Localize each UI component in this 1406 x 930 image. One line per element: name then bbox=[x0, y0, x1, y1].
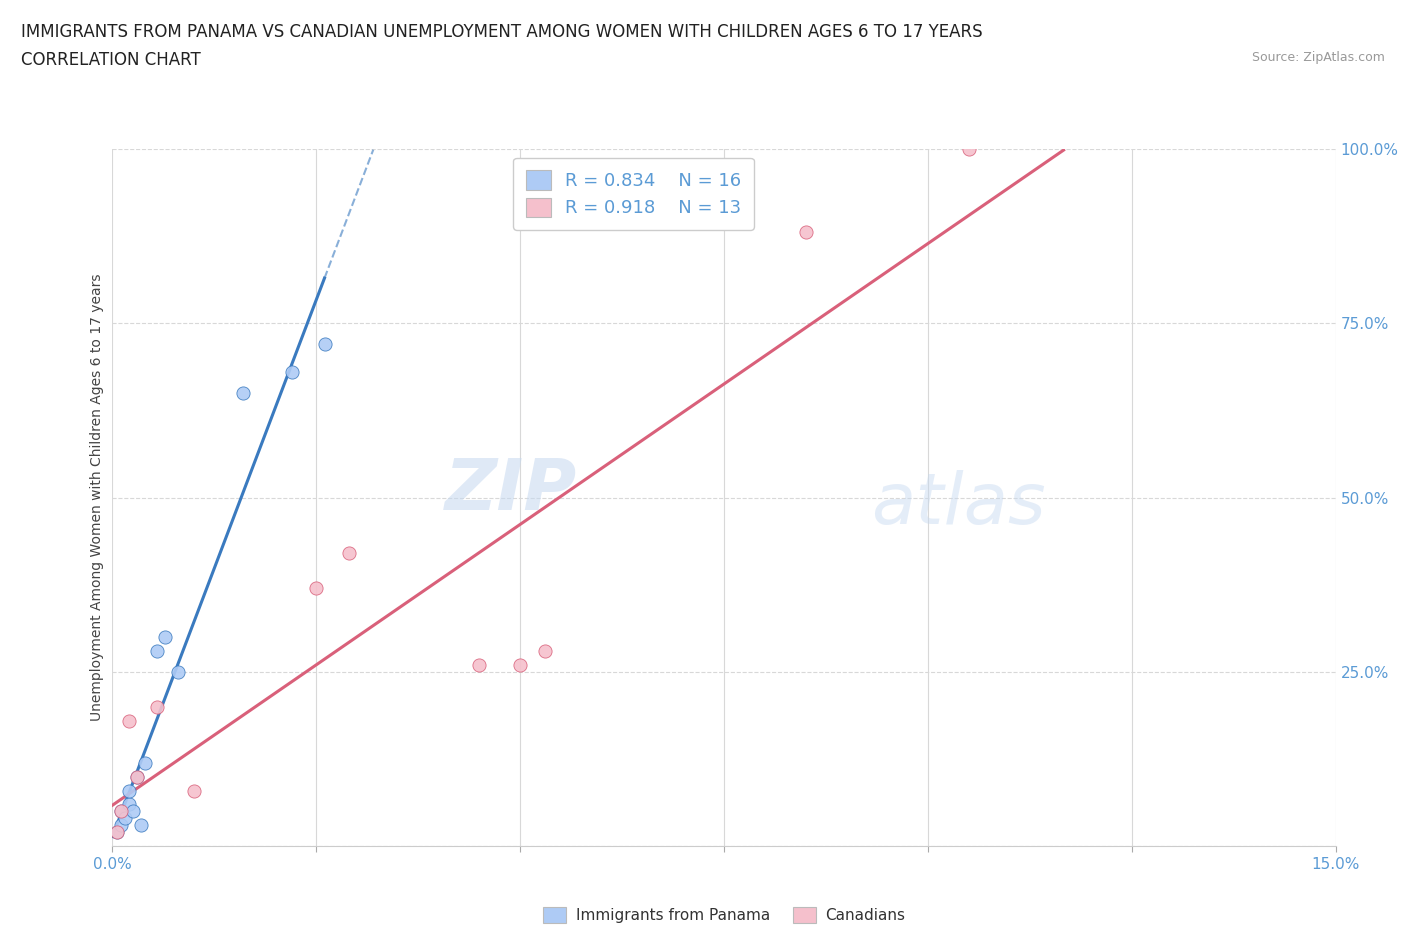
Text: atlas: atlas bbox=[870, 470, 1046, 539]
Text: Source: ZipAtlas.com: Source: ZipAtlas.com bbox=[1251, 51, 1385, 64]
Point bbox=[110, 804, 132, 819]
Point bbox=[125, 769, 148, 784]
Point bbox=[183, 783, 205, 798]
Text: IMMIGRANTS FROM PANAMA VS CANADIAN UNEMPLOYMENT AMONG WOMEN WITH CHILDREN AGES 6: IMMIGRANTS FROM PANAMA VS CANADIAN UNEMP… bbox=[21, 23, 983, 41]
Point bbox=[146, 699, 169, 714]
Point bbox=[509, 658, 531, 672]
Point bbox=[125, 769, 148, 784]
Point bbox=[166, 665, 188, 680]
Point bbox=[281, 365, 304, 379]
Point bbox=[957, 141, 980, 156]
Point bbox=[533, 644, 555, 658]
Point bbox=[155, 630, 177, 644]
Point bbox=[118, 783, 141, 798]
Y-axis label: Unemployment Among Women with Children Ages 6 to 17 years: Unemployment Among Women with Children A… bbox=[90, 273, 104, 722]
Point bbox=[110, 818, 132, 833]
Point bbox=[337, 546, 360, 561]
Point bbox=[114, 811, 136, 826]
Point bbox=[468, 658, 491, 672]
Point bbox=[105, 825, 128, 840]
Point bbox=[129, 818, 152, 833]
Point bbox=[105, 825, 128, 840]
Point bbox=[146, 644, 169, 658]
Point bbox=[122, 804, 145, 819]
Legend: Immigrants from Panama, Canadians: Immigrants from Panama, Canadians bbox=[537, 900, 911, 929]
Text: ZIP: ZIP bbox=[446, 456, 578, 525]
Point bbox=[134, 755, 156, 770]
Point bbox=[314, 337, 336, 352]
Text: CORRELATION CHART: CORRELATION CHART bbox=[21, 51, 201, 69]
Point bbox=[794, 225, 817, 240]
Point bbox=[305, 580, 328, 596]
Point bbox=[118, 797, 141, 812]
Point bbox=[110, 804, 132, 819]
Point bbox=[118, 713, 141, 728]
Point bbox=[232, 386, 254, 401]
